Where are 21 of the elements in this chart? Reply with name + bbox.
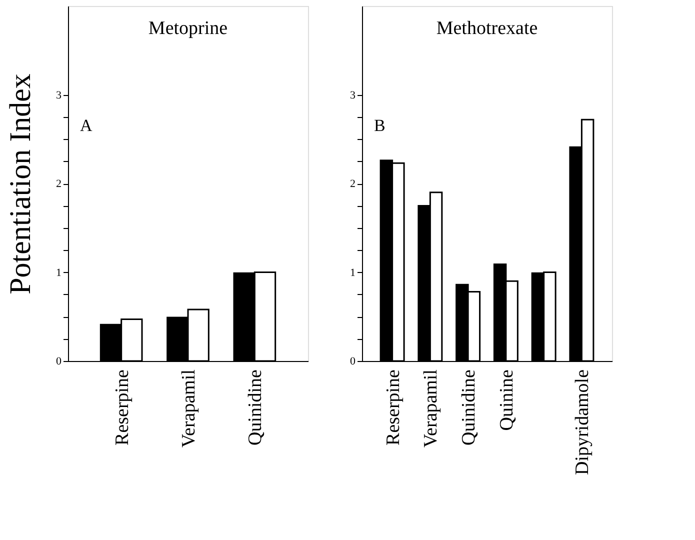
annotation: B	[374, 116, 386, 135]
x-tick-label: Dipyridamole	[572, 370, 594, 476]
x-tick-label: Quinine	[496, 370, 518, 431]
y-tick-label: 1	[56, 266, 62, 279]
y-tick-label: 2	[56, 178, 62, 190]
x-tick-label: Reserpine	[382, 370, 404, 446]
y-axis-title: Potentiation Index	[4, 74, 37, 294]
x-tick-label: Quinidine	[458, 370, 480, 446]
x-tick-label: Verapamil	[178, 370, 200, 448]
text: Methotrexate	[436, 18, 538, 39]
x-tick-label: Quinidine	[245, 370, 266, 446]
y-tick-label: 0	[350, 356, 356, 368]
y-tick-label: 3	[350, 89, 356, 102]
text: Metoprine	[148, 18, 228, 39]
y-tick-label: 1	[350, 266, 356, 279]
x-tick-label: Verapamil	[420, 370, 442, 448]
y-tick-label: 3	[56, 89, 62, 102]
y-tick-label: 2	[350, 178, 356, 190]
y-tick-label: 0	[56, 356, 62, 368]
annotation: A	[80, 116, 93, 135]
x-tick-label: Reserpine	[112, 370, 133, 446]
